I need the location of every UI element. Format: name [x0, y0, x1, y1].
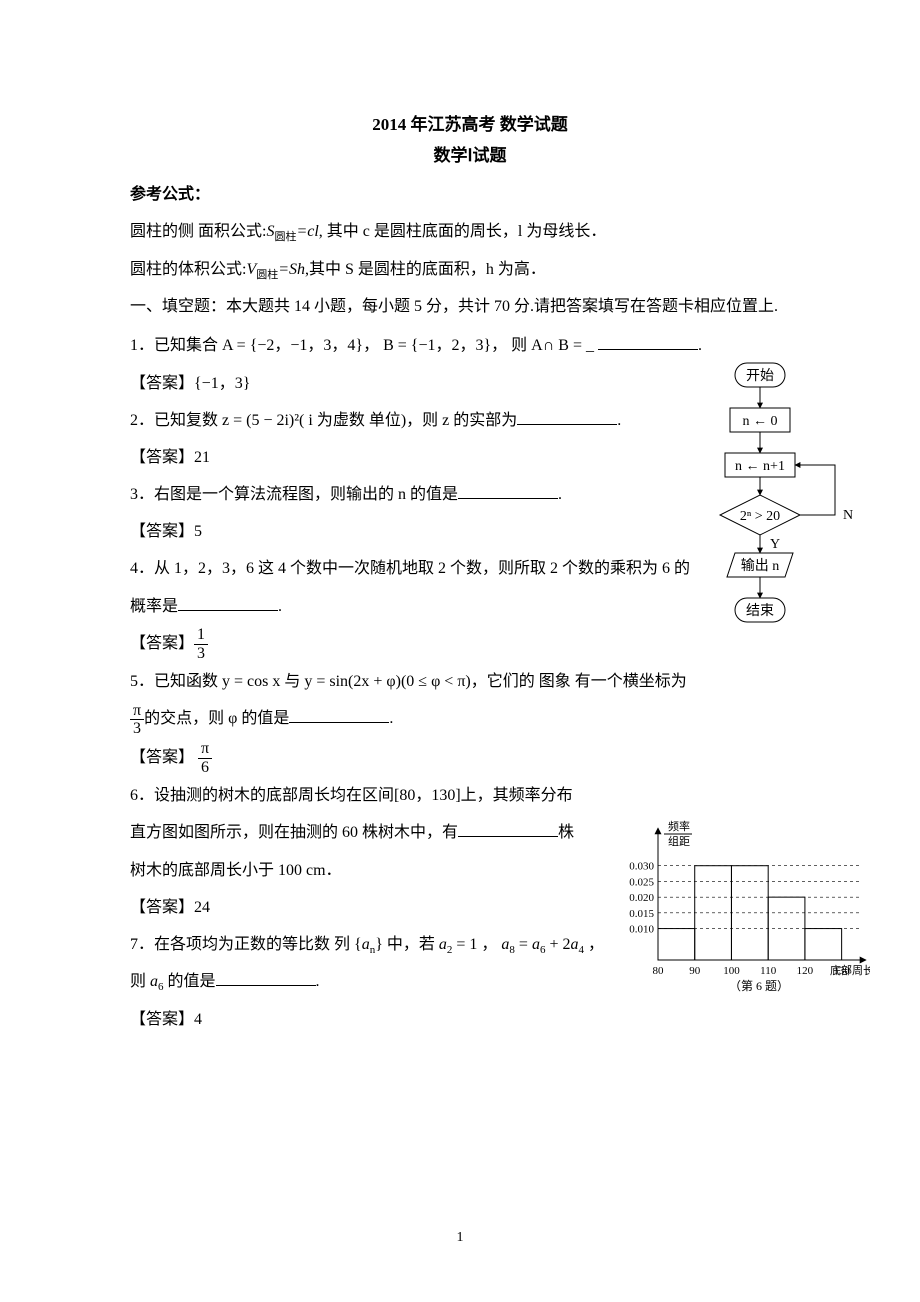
- numerator: π: [198, 740, 212, 759]
- text: .: [698, 337, 702, 354]
- svg-text:80: 80: [653, 965, 665, 977]
- text: 圆柱的体积公式:: [130, 261, 246, 278]
- blank: [458, 484, 558, 499]
- svg-text:结束: 结束: [746, 603, 774, 619]
- question-5-line1: 5．已知函数 y = cos x 与 y = sin(2x + φ)(0 ≤ φ…: [130, 664, 810, 699]
- formula-2: 圆柱的体积公式:V圆柱=Sh,其中 S 是圆柱的底面积，h 为高．: [130, 252, 810, 287]
- svg-text:（第 6 题）: （第 6 题）: [729, 979, 789, 993]
- fraction: 13: [194, 626, 208, 662]
- page-number: 1: [0, 1223, 920, 1254]
- blank: [178, 595, 278, 610]
- text: .: [389, 710, 393, 727]
- svg-text:110: 110: [760, 965, 777, 977]
- var: V: [246, 261, 256, 278]
- var: a: [362, 936, 370, 953]
- svg-text:0.025: 0.025: [629, 876, 654, 888]
- denominator: 3: [130, 720, 144, 738]
- svg-text:频率: 频率: [668, 820, 690, 833]
- question-5-line2: π3的交点，则 φ 的值是.: [130, 701, 810, 737]
- svg-text:0.030: 0.030: [629, 861, 654, 873]
- svg-text:90: 90: [689, 965, 701, 977]
- numerator: π: [130, 702, 144, 721]
- text: + 2: [545, 936, 570, 953]
- text: 株: [558, 824, 574, 841]
- title-sub: 数学Ⅰ试题: [130, 141, 810, 172]
- svg-text:n ← n+1: n ← n+1: [735, 459, 785, 474]
- formula-heading: 参考公式：: [130, 177, 810, 212]
- text: 概率是: [130, 598, 178, 615]
- svg-text:N: N: [843, 508, 853, 523]
- subscript: 圆柱: [256, 269, 278, 281]
- svg-text:开始: 开始: [746, 368, 774, 384]
- denominator: 6: [198, 759, 212, 777]
- blank: [216, 971, 316, 986]
- question-1: 1．已知集合 A = {−2，−1，3，4}， B = {−1，2，3}， 则 …: [130, 328, 810, 363]
- blank: [289, 708, 389, 723]
- text: .: [316, 973, 320, 990]
- svg-text:2ⁿ > 20: 2ⁿ > 20: [740, 509, 780, 524]
- text: 直方图如图所示，则在抽测的 60 株树木中，有: [130, 824, 458, 841]
- denominator: 3: [194, 645, 208, 663]
- svg-text:组距: 组距: [668, 834, 690, 848]
- text: 3．右图是一个算法流程图，则输出的 n 的值是: [130, 486, 458, 503]
- answer-5: 【答案】 π6: [130, 740, 810, 776]
- eq: =Sh: [278, 261, 305, 278]
- svg-text:120: 120: [797, 965, 814, 977]
- fraction: π3: [130, 702, 144, 738]
- subscript: 圆柱: [274, 232, 296, 244]
- svg-text:100: 100: [723, 965, 740, 977]
- text: .: [617, 412, 621, 429]
- text: 则: [130, 973, 150, 990]
- text: 1．已知集合 A = {−2，−1，3，4}， B = {−1，2，3}， 则 …: [130, 337, 598, 354]
- formula-1: 圆柱的侧 面积公式:S圆柱=cl, 其中 c 是圆柱底面的周长，l 为母线长．: [130, 214, 810, 249]
- flowchart: 开始n ← 0n ← n+12ⁿ > 20输出 n结束YN: [685, 365, 835, 658]
- document-page: 2014 年江苏高考 数学试题 数学Ⅰ试题 参考公式： 圆柱的侧 面积公式:S圆…: [0, 0, 920, 1302]
- fraction: π6: [198, 740, 212, 776]
- blank: [598, 335, 698, 350]
- var: a: [439, 936, 447, 953]
- question-6-line1: 6．设抽测的树木的底部周长均在区间[80，130]上，其频率分布: [130, 778, 810, 813]
- blank: [458, 822, 558, 837]
- text: .: [278, 598, 282, 615]
- text: 7．在各项均为正数的等比数 列 {: [130, 936, 362, 953]
- text: , 其中 c 是圆柱底面的周长，l 为母线长．: [319, 223, 607, 240]
- eq: =cl: [296, 223, 318, 240]
- histogram: 0.0100.0150.0200.0250.030809010011012013…: [610, 820, 870, 1009]
- text: 圆柱的侧 面积公式:: [130, 223, 266, 240]
- label: 【答案】: [130, 749, 198, 766]
- var: a: [532, 936, 540, 953]
- text: 的值是: [164, 973, 216, 990]
- text: } 中，若: [375, 936, 439, 953]
- svg-text:0.020: 0.020: [629, 892, 654, 904]
- text: ,其中 S 是圆柱的底面积，h 为高．: [305, 261, 546, 278]
- text: = 1 ，: [452, 936, 501, 953]
- svg-text:Y: Y: [770, 537, 780, 552]
- blank: [517, 409, 617, 424]
- text: 的交点，则 φ 的值是: [144, 710, 289, 727]
- var: a: [150, 973, 158, 990]
- svg-text:底部周长/cm: 底部周长/cm: [830, 963, 870, 977]
- numerator: 1: [194, 626, 208, 645]
- text: 2．已知复数 z = (5 − 2i)²( i 为虚数 单位)，则 z 的实部为: [130, 412, 517, 429]
- title-main: 2014 年江苏高考 数学试题: [130, 110, 810, 141]
- svg-text:0.010: 0.010: [629, 924, 654, 936]
- svg-text:n ← 0: n ← 0: [743, 414, 778, 429]
- text: ，: [584, 936, 604, 953]
- text: =: [515, 936, 532, 953]
- svg-text:输出 n: 输出 n: [741, 558, 780, 574]
- section-instruction: 一、填空题：本大题共 14 小题，每小题 5 分，共计 70 分.请把答案填写在…: [130, 289, 810, 324]
- svg-text:0.015: 0.015: [629, 908, 654, 920]
- text: .: [558, 486, 562, 503]
- label: 【答案】: [130, 635, 194, 652]
